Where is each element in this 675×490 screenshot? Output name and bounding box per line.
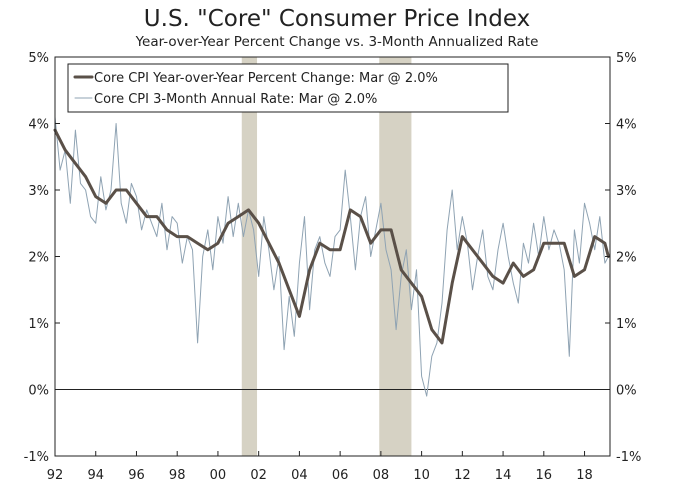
x-tick-label: 08 [373,468,390,483]
legend: Core CPI Year-over-Year Percent Change: … [67,63,509,113]
x-tick-label: 00 [210,468,227,483]
x-tick-label: 98 [169,468,186,483]
legend-box [67,63,509,113]
chart-subtitle: Year-over-Year Percent Change vs. 3-Mont… [135,34,539,50]
y-tick-label-left: 0% [28,384,49,399]
y-tick-label-left: 1% [28,317,49,332]
chart-title: U.S. "Core" Consumer Price Index [144,6,530,32]
y-tick-label-right: 4% [616,118,637,133]
x-tick-label: 92 [47,468,64,483]
y-tick-label-left: 2% [28,251,49,266]
x-tick-label: 18 [576,468,593,483]
y-tick-label-left: 4% [28,118,49,133]
y-tick-label-left: 5% [28,51,49,66]
x-tick-label: 02 [250,468,267,483]
y-tick-label-left: 3% [28,184,49,199]
recession-bands [241,57,412,456]
y-tick-label-right: 2% [616,251,637,266]
legend-label-2: Core CPI 3-Month Annual Rate: Mar @ 2.0% [94,92,377,107]
x-tick-label: 94 [87,468,104,483]
y-tick-label-left: -1% [24,450,49,465]
x-tick-label: 10 [413,468,430,483]
series-line-3m-annualized [54,116,609,397]
y-tick-label-right: 5% [616,51,637,66]
series-line-yoy [53,128,610,345]
legend-label-1: Core CPI Year-over-Year Percent Change: … [94,71,438,86]
x-tick-label: 96 [128,468,145,483]
y-tick-label-right: 1% [616,317,637,332]
y-tick-label-right: 0% [616,384,637,399]
y-tick-label-right: 3% [616,184,637,199]
recession-band-1 [241,57,258,456]
x-tick-label: 16 [536,468,553,483]
axes-layer: -1% -1% 0% 0% 1% 1% 2% 2% 3% 3% 4% 4% 5% 5% 92 94 96 98 00… [24,51,642,483]
y-tick-label-right: -1% [616,450,641,465]
x-tick-label: 06 [332,468,349,483]
x-tick-label: 04 [291,468,308,483]
x-tick-label: 14 [495,468,512,483]
series-layer [53,116,610,397]
x-tick-label: 12 [454,468,471,483]
